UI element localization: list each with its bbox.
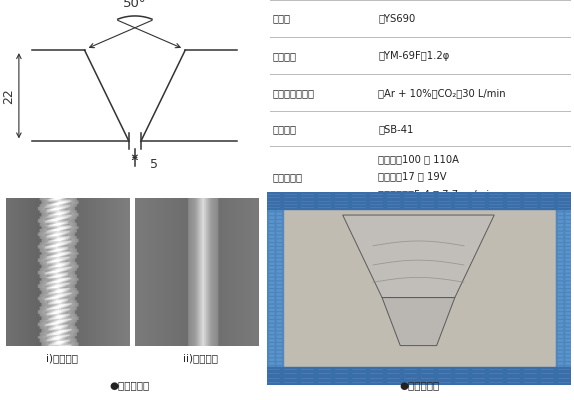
Text: 50°: 50° [123, 0, 146, 10]
Text: ：Ar + 10%　CO₂　30 L/min: ：Ar + 10% CO₂ 30 L/min [378, 88, 506, 98]
Text: 22: 22 [2, 88, 15, 104]
Text: ：電流　100 ～ 110A: ：電流 100 ～ 110A [378, 154, 459, 164]
Text: ・ウィービング: ・ウィービング [273, 215, 315, 226]
Polygon shape [382, 298, 455, 346]
Text: ii)裏ビード: ii)裏ビード [183, 353, 218, 363]
Text: ：YM-69F　1.2φ: ：YM-69F 1.2φ [378, 51, 449, 61]
Text: ・ワイヤ: ・ワイヤ [273, 51, 297, 61]
Text: ：V型, 台形ウィービング: ：V型, 台形ウィービング [378, 215, 451, 226]
Text: ●断面マクロ: ●断面マクロ [400, 380, 440, 390]
Text: 5: 5 [150, 158, 158, 172]
Text: ：溶接速度　5.4 ～ 7.7cm/min: ：溶接速度 5.4 ～ 7.7cm/min [378, 190, 496, 200]
Text: ・母材: ・母材 [273, 14, 291, 24]
Text: ・溶接条件: ・溶接条件 [273, 172, 303, 182]
Text: ●ビード外観: ●ビード外観 [110, 380, 150, 390]
Text: ：YS690: ：YS690 [378, 14, 416, 24]
Text: i)表ビード: i)表ビード [46, 353, 78, 363]
Text: ・シールドガス: ・シールドガス [273, 88, 315, 98]
Text: ：SB-41: ：SB-41 [378, 124, 414, 134]
Polygon shape [343, 215, 494, 298]
Text: ：電圧　17 ～ 19V: ：電圧 17 ～ 19V [378, 172, 447, 182]
Text: ・裏当材: ・裏当材 [273, 124, 297, 134]
